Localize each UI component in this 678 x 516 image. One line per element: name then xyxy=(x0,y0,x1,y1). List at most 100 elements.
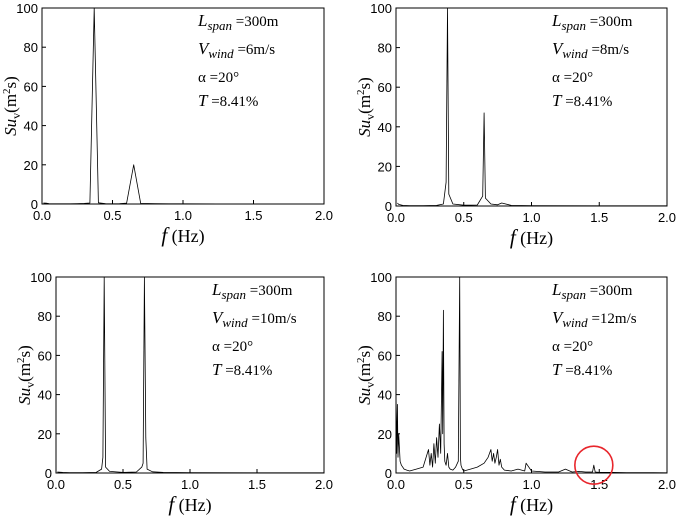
y-tick-label: 60 xyxy=(378,348,392,363)
highlight-circle xyxy=(574,445,614,485)
x-tick-label: 0.5 xyxy=(455,210,473,225)
x-axis-label: f (Hz) xyxy=(168,492,211,516)
wind-annotation: Vwind =12m/s xyxy=(552,308,637,330)
y-axis-unit: (m xyxy=(1,94,20,113)
tension-annotation: T =8.41% xyxy=(552,360,612,379)
y-axis-label: Suv(m2s) xyxy=(15,345,37,405)
y-axis-symbol: Su xyxy=(1,119,20,136)
y-axis-symbol: Su xyxy=(355,388,374,405)
x-axis-unit: (Hz) xyxy=(167,226,204,247)
x-tick-label: 2.0 xyxy=(315,477,333,492)
y-tick-label: 100 xyxy=(370,270,392,285)
x-tick-label: 0.0 xyxy=(387,210,405,225)
y-axis-sub: v xyxy=(363,114,377,120)
y-tick-label: 20 xyxy=(378,427,392,442)
x-tick-label: 1.0 xyxy=(181,477,199,492)
y-axis-unit-sup: 2 xyxy=(355,357,367,363)
x-tick-label: 2.0 xyxy=(658,210,676,225)
x-axis-symbol: f xyxy=(510,225,519,249)
x-axis-symbol: f xyxy=(510,492,519,516)
y-tick-label: 40 xyxy=(378,388,392,403)
y-axis-sub: v xyxy=(9,113,23,119)
y-tick-label: 0 xyxy=(385,199,392,214)
alpha-annotation: α =20° xyxy=(198,70,239,86)
y-tick-label: 100 xyxy=(16,1,38,16)
y-axis-symbol: Su xyxy=(355,120,374,137)
plot-frame xyxy=(41,7,325,205)
y-axis-unit: s) xyxy=(15,345,34,357)
alpha-annotation: α =20° xyxy=(212,339,253,355)
tension-annotation: T =8.41% xyxy=(212,360,272,379)
y-axis-label: Suv(m2s) xyxy=(355,345,377,405)
x-tick-label: 0.0 xyxy=(47,477,65,492)
y-axis-symbol: Su xyxy=(15,388,34,405)
y-tick-label: 40 xyxy=(38,388,52,403)
y-axis-unit: s) xyxy=(1,76,20,88)
y-tick-label: 0 xyxy=(31,197,38,212)
x-tick-label: 1.5 xyxy=(248,477,266,492)
x-tick-label: 0.0 xyxy=(33,208,51,223)
y-tick-label: 20 xyxy=(38,427,52,442)
spectrum-line-1 xyxy=(395,276,668,474)
y-tick-label: 100 xyxy=(370,1,392,16)
y-axis-unit: (m xyxy=(355,363,374,382)
chart-panel-1: 0.0 0.5 1.0 1.5 2.0 0 20 40 60 80 100 f (Hz) Suv(m2s… xyxy=(1,1,333,247)
y-tick-label: 20 xyxy=(378,159,392,174)
y-axis-unit: s) xyxy=(355,345,374,357)
y-tick-label: 80 xyxy=(38,309,52,324)
x-axis-label: f (Hz) xyxy=(161,223,204,247)
span-annotation: Lspan =300m xyxy=(551,11,633,33)
x-axis-unit: (Hz) xyxy=(516,495,553,516)
x-axis-unit: (Hz) xyxy=(516,228,553,249)
x-tick-label: 0.5 xyxy=(103,208,121,223)
x-axis-unit: (Hz) xyxy=(174,495,211,516)
y-axis-label: Suv(m2s) xyxy=(355,77,377,137)
wind-annotation: Vwind =8m/s xyxy=(552,39,629,61)
y-tick-label: 0 xyxy=(45,466,52,481)
x-tick-label: 2.0 xyxy=(315,208,333,223)
y-tick-label: 80 xyxy=(378,309,392,324)
y-tick-label: 40 xyxy=(378,120,392,135)
x-axis-label: f (Hz) xyxy=(510,492,553,516)
x-tick-label: 1.5 xyxy=(590,210,608,225)
x-tick-label: 0.0 xyxy=(387,477,405,492)
x-tick-label: 1.5 xyxy=(244,208,262,223)
y-axis-unit-sup: 2 xyxy=(15,357,27,363)
y-tick-label: 80 xyxy=(378,41,392,56)
y-tick-label: 60 xyxy=(24,79,38,94)
chart-panel-3: 0.0 0.5 1.0 1.5 2.0 0 20 40 60 80 100 f (Hz) Suv(m2s… xyxy=(15,270,333,516)
x-tick-label: 1.0 xyxy=(522,477,540,492)
x-tick-label: 0.5 xyxy=(114,477,132,492)
y-tick-label: 80 xyxy=(24,40,38,55)
y-axis-label: Suv(m2s) xyxy=(1,76,23,136)
x-tick-label: 0.5 xyxy=(455,477,473,492)
y-axis-unit-sup: 2 xyxy=(355,89,367,95)
x-axis-label: f (Hz) xyxy=(510,225,553,249)
y-tick-label: 40 xyxy=(24,119,38,134)
y-axis-sub: v xyxy=(363,382,377,388)
wind-annotation: Vwind =10m/s xyxy=(212,308,297,330)
y-axis-unit: s) xyxy=(355,77,374,89)
plot-frame xyxy=(395,7,668,207)
alpha-annotation: α =20° xyxy=(552,339,593,355)
plot-frame xyxy=(55,276,325,474)
tension-annotation: T =8.41% xyxy=(552,91,612,110)
x-axis-symbol: f xyxy=(168,492,177,516)
tension-annotation: T =8.41% xyxy=(198,91,258,110)
x-tick-label: 1.0 xyxy=(522,210,540,225)
span-annotation: Lspan =300m xyxy=(197,11,279,33)
y-axis-unit: (m xyxy=(355,95,374,114)
x-tick-label: 1.0 xyxy=(174,208,192,223)
span-annotation: Lspan =300m xyxy=(211,280,293,302)
y-axis-unit-sup: 2 xyxy=(1,88,13,94)
wind-annotation: Vwind =6m/s xyxy=(198,39,275,61)
y-axis-unit: (m xyxy=(15,363,34,382)
y-tick-label: 0 xyxy=(385,466,392,481)
alpha-annotation: α =20° xyxy=(552,70,593,86)
x-axis-symbol: f xyxy=(161,223,170,247)
y-tick-label: 20 xyxy=(24,158,38,173)
x-tick-label: 2.0 xyxy=(658,477,676,492)
spectrum-line-1 xyxy=(57,276,324,474)
